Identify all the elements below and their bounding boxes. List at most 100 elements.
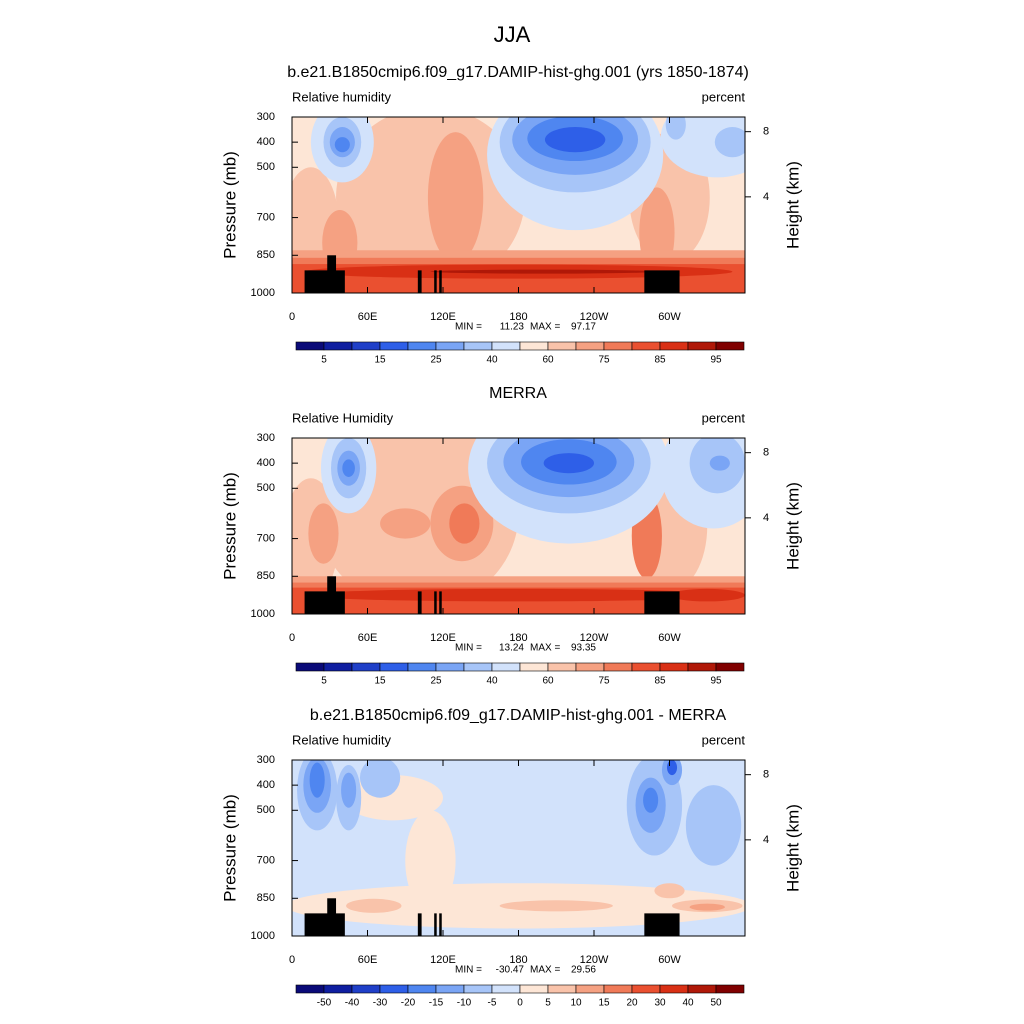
colorbar-box	[295, 984, 325, 994]
contour-fill	[405, 810, 456, 911]
colorbar-box	[491, 984, 521, 994]
right-label: percent	[702, 410, 746, 425]
x-tick-label: 60E	[358, 632, 378, 644]
y-tick-label: 850	[257, 570, 275, 582]
colorbar-box	[547, 984, 577, 994]
contour-fill	[359, 760, 401, 798]
contour-fill	[643, 787, 659, 813]
colorbar-label: -40	[345, 998, 360, 1009]
y2-axis-title: Height (km)	[783, 482, 802, 570]
colorbar-label: 85	[654, 355, 666, 366]
colorbar-box	[435, 984, 465, 994]
y2-tick-label: 4	[763, 191, 769, 203]
contour-fill	[430, 269, 657, 274]
colorbar-box	[463, 662, 493, 672]
colorbar-box	[295, 341, 325, 351]
colorbar-box	[603, 341, 633, 351]
contour-fill	[449, 503, 480, 544]
contour-fill	[499, 900, 613, 912]
colorbar-box	[519, 984, 549, 994]
colorbar-label: 95	[710, 355, 722, 366]
right-label: percent	[702, 732, 746, 747]
colorbar-box	[519, 662, 549, 672]
colorbar-box	[631, 662, 661, 672]
colorbar-label: 15	[374, 355, 386, 366]
y-tick-label: 850	[257, 249, 275, 261]
right-label: percent	[702, 89, 746, 104]
contour-fill	[709, 455, 730, 471]
y-tick-label: 500	[257, 804, 275, 816]
colorbar-box	[659, 341, 689, 351]
topography	[644, 913, 680, 936]
colorbar-label: -20	[401, 998, 416, 1009]
y-tick-label: 850	[257, 892, 275, 904]
figure-title: JJA	[494, 22, 531, 47]
colorbar-label: 75	[598, 676, 610, 687]
max-label: MAX =	[530, 322, 560, 333]
topography	[644, 591, 680, 614]
contour-fill	[666, 760, 678, 776]
topography	[434, 270, 437, 293]
colorbar-box	[323, 341, 353, 351]
colorbar-label: 40	[486, 355, 498, 366]
y2-tick-label: 4	[763, 834, 769, 846]
contour-fill	[309, 762, 325, 798]
y-tick-label: 400	[257, 457, 275, 469]
y2-axis-title: Height (km)	[783, 161, 802, 249]
x-tick-label: 180	[509, 954, 527, 966]
colorbar-box	[323, 662, 353, 672]
colorbar-box	[379, 984, 409, 994]
min-label: MIN =	[455, 322, 482, 333]
max-label: MAX =	[530, 965, 560, 976]
colorbar-label: 40	[486, 676, 498, 687]
colorbar-box	[463, 341, 493, 351]
colorbar-label: 25	[430, 355, 442, 366]
x-tick-label: 0	[289, 632, 295, 644]
colorbar-label: 30	[654, 998, 666, 1009]
x-tick-label: 60W	[658, 311, 681, 323]
colorbar-label: 85	[654, 676, 666, 687]
topography	[327, 576, 337, 614]
contour-fill	[543, 453, 594, 474]
colorbar-box	[687, 984, 717, 994]
x-tick-label: 180	[509, 311, 527, 323]
colorbar-box	[463, 984, 493, 994]
colorbar-label: 5	[321, 355, 327, 366]
colorbar-box	[491, 662, 521, 672]
contour-fill	[665, 117, 686, 140]
contour-field	[292, 760, 745, 936]
contour-fill	[689, 903, 725, 911]
contour-fill	[341, 772, 357, 808]
x-tick-label: 180	[509, 632, 527, 644]
left-label: Relative humidity	[292, 89, 391, 104]
colorbar-box	[575, 984, 605, 994]
contour-field	[292, 117, 745, 293]
x-tick-label: 60E	[358, 311, 378, 323]
x-tick-label: 120W	[580, 632, 609, 644]
colorbar-label: -50	[317, 998, 332, 1009]
colorbar-box	[295, 662, 325, 672]
colorbar-box	[547, 341, 577, 351]
y-tick-label: 300	[257, 111, 275, 123]
topography	[304, 913, 345, 936]
topography	[439, 270, 442, 293]
colorbar-label: -15	[429, 998, 444, 1009]
x-tick-label: 120E	[430, 311, 456, 323]
left-label: Relative humidity	[292, 732, 391, 747]
colorbar-label: 60	[542, 355, 554, 366]
colorbar-label: 15	[598, 998, 610, 1009]
y-tick-label: 500	[257, 161, 275, 173]
y-tick-label: 300	[257, 432, 275, 444]
colorbar-box	[491, 341, 521, 351]
x-tick-label: 60W	[658, 632, 681, 644]
topography	[417, 913, 422, 936]
y2-tick-label: 8	[763, 769, 769, 781]
topography	[304, 270, 345, 293]
contour-fill	[342, 459, 355, 477]
min-value: 13.24	[499, 643, 524, 654]
colorbar-box	[603, 984, 633, 994]
colorbar-label: 40	[682, 998, 694, 1009]
x-tick-label: 0	[289, 954, 295, 966]
colorbar-box	[435, 662, 465, 672]
colorbar-label: 15	[374, 676, 386, 687]
